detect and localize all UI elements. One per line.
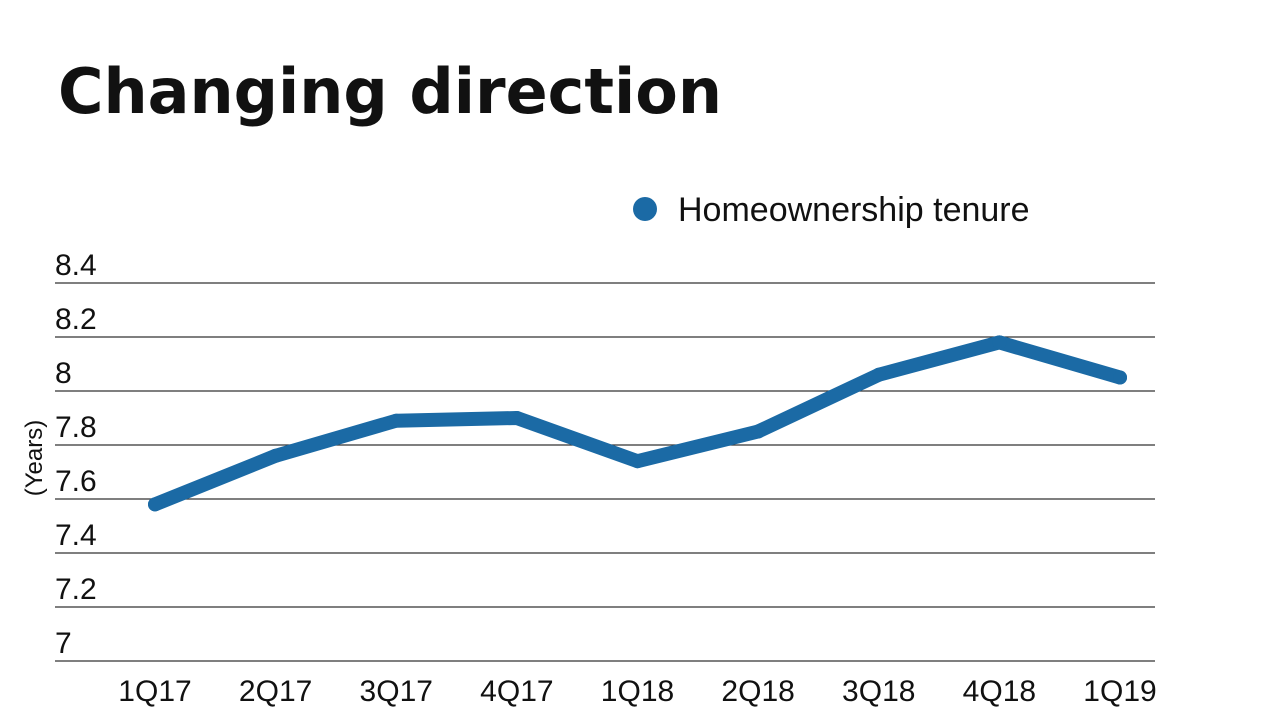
x-tick-label: 3Q17 bbox=[360, 675, 433, 708]
data-point bbox=[1113, 370, 1127, 385]
chart-title: Changing direction bbox=[58, 55, 722, 128]
x-tick-label: 4Q18 bbox=[963, 675, 1036, 708]
legend-label: Homeownership tenure bbox=[678, 191, 1030, 229]
x-tick-label: 4Q17 bbox=[480, 675, 553, 708]
legend: Homeownership tenure bbox=[633, 191, 1030, 229]
x-tick-label: 3Q18 bbox=[842, 675, 915, 708]
data-point bbox=[630, 454, 645, 469]
y-axis-label: (Years) bbox=[21, 420, 48, 496]
y-axis-ticks: 7 7.2 7.4 7.6 7.8 8 8.2 8.4 bbox=[55, 249, 97, 660]
y-tick-label: 7 bbox=[55, 627, 72, 660]
data-point bbox=[992, 335, 1007, 350]
y-tick-label: 8.4 bbox=[55, 249, 97, 282]
data-point bbox=[751, 424, 766, 439]
legend-marker bbox=[633, 197, 657, 221]
y-tick-label: 7.6 bbox=[55, 465, 97, 498]
y-tick-label: 8.2 bbox=[55, 303, 97, 336]
data-point bbox=[871, 367, 886, 382]
x-tick-label: 1Q17 bbox=[118, 675, 191, 708]
y-tick-label: 8 bbox=[55, 357, 72, 390]
y-tick-label: 7.4 bbox=[55, 519, 97, 552]
x-tick-label: 1Q18 bbox=[601, 675, 674, 708]
data-point bbox=[509, 411, 524, 425]
data-point bbox=[268, 448, 283, 463]
x-axis-ticks: 1Q17 2Q17 3Q17 4Q17 1Q18 2Q18 3Q18 4Q18 1Q19 bbox=[118, 675, 1156, 708]
y-tick-label: 7.2 bbox=[55, 573, 97, 606]
x-tick-label: 2Q17 bbox=[239, 675, 312, 708]
data-point bbox=[148, 497, 162, 512]
x-tick-label: 2Q18 bbox=[721, 675, 794, 708]
y-tick-label: 7.8 bbox=[55, 411, 97, 444]
series-layer bbox=[148, 335, 1127, 512]
x-tick-label: 1Q19 bbox=[1083, 675, 1156, 708]
series-line bbox=[148, 335, 1127, 512]
data-point bbox=[389, 413, 404, 428]
